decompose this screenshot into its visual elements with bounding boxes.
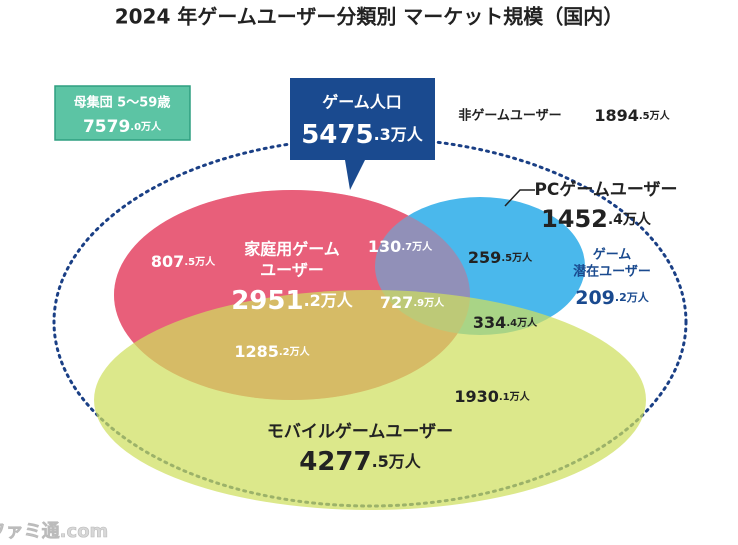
segment-value: 727.9万人 <box>380 293 445 312</box>
segment-value: 807.5万人 <box>151 252 216 271</box>
segment-value: 130.7万人 <box>368 237 433 256</box>
game-population-box <box>290 78 435 190</box>
segment-value: 1285.2万人 <box>234 342 310 361</box>
population-value: 7579.0万人 <box>83 117 162 137</box>
non-game-label: 非ゲームユーザー <box>458 108 561 124</box>
population-label: 母集団 5～59歳 <box>74 95 171 111</box>
console-label: ユーザー <box>260 261 324 280</box>
mobile-ellipse <box>94 290 646 510</box>
latent-label: 潜在ユーザー <box>573 264 651 280</box>
latent-label: ゲーム <box>593 247 632 263</box>
segment-value: 259.5万人 <box>468 248 533 267</box>
mobile-label: モバイルゲームユーザー <box>267 421 453 442</box>
leader-line <box>504 189 535 207</box>
title: 2024 年ゲームユーザー分類別 マーケット規模（国内） <box>115 5 624 29</box>
console-label: 家庭用ゲーム <box>244 240 340 259</box>
game-population-value: 5475.3万人 <box>301 120 424 150</box>
pc-value: 1452.4万人 <box>541 205 652 233</box>
segment-value: 334.4万人 <box>473 313 538 332</box>
segment-value: 1930.1万人 <box>454 387 530 406</box>
mobile-value: 4277.5万人 <box>299 447 422 477</box>
latent-value: 209.2万人 <box>575 287 650 309</box>
watermark: ファミ通.com <box>0 521 108 542</box>
population-box <box>54 85 191 141</box>
pc-label: PCゲームユーザー <box>534 179 677 200</box>
game-population-label: ゲーム人口 <box>322 93 402 112</box>
non-game-value: 1894.5万人 <box>594 106 670 125</box>
console-value: 2951.2万人 <box>231 286 354 316</box>
